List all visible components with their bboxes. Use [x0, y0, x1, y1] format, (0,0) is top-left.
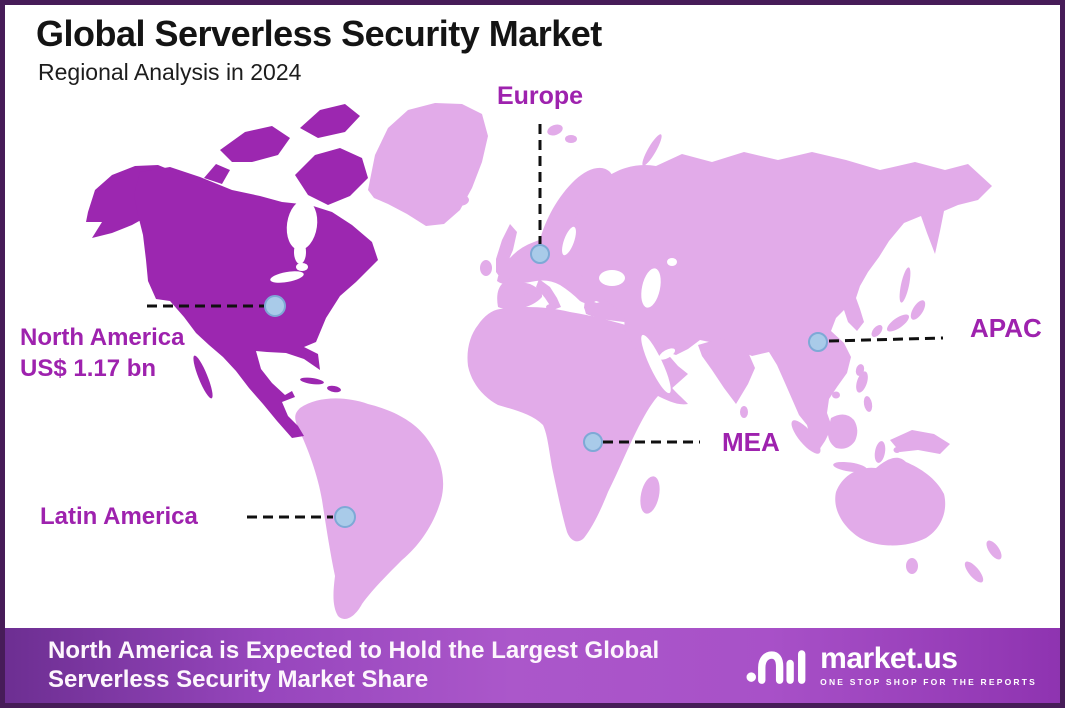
black-sea [599, 270, 625, 286]
landmass-italy [536, 279, 561, 310]
landmass-sakhalin [899, 267, 911, 303]
great-lakes [270, 271, 304, 283]
landmass-baffin [295, 148, 368, 205]
region-label-europe: Europe [496, 82, 584, 110]
page-subtitle: Regional Analysis in 2024 [38, 59, 302, 85]
landmass-new-zealand [986, 540, 1002, 560]
region-value-north-america: US$ 1.17 bn [20, 355, 157, 382]
brand-text: market.us ONE STOP SHOP FOR THE REPORTS [820, 641, 1037, 687]
landmass-australia [835, 457, 946, 546]
footer-headline: North America is Expected to Hold the La… [48, 636, 659, 694]
footer-headline-line2: Serverless Security Market Share [48, 666, 429, 693]
markers [264, 244, 828, 528]
landmass-sumatra [791, 420, 821, 454]
landmass-sulawesi [874, 441, 886, 463]
leader-lines [147, 124, 944, 519]
landmass-madagascar [640, 476, 660, 514]
north-america-marker [264, 295, 286, 317]
region-label-apac: APAC [970, 313, 1042, 343]
landmass-iberia [497, 281, 543, 310]
brand-name: market.us [820, 641, 958, 675]
brand-block: market.us ONE STOP SHOP FOR THE REPORTS [746, 641, 1037, 689]
landmass-africa [467, 307, 688, 542]
region-label-mea: MEA [722, 427, 780, 457]
region-label-north-america: North America US$ 1.17 bn [20, 322, 184, 384]
landmass-arctic-islands [220, 126, 290, 162]
footer-headline-line1: North America is Expected to Hold the La… [48, 637, 660, 664]
landmass-new-guinea [890, 430, 950, 454]
landmass-japan [910, 300, 926, 320]
landmass-cuba [300, 377, 324, 385]
landmass-borneo [827, 414, 858, 449]
caspian-sea [641, 268, 661, 308]
hudson-bay [286, 200, 318, 250]
persian-gulf [658, 348, 676, 360]
region-north-america [86, 104, 378, 438]
landmass-india [698, 338, 755, 404]
landmass-south-america [295, 398, 444, 619]
landmass-baja [193, 355, 213, 399]
latin-america-marker [334, 506, 356, 528]
mea-marker [583, 432, 603, 452]
landmass-ireland [480, 260, 492, 276]
landmass-asia [562, 152, 992, 453]
leader-line-apac [828, 336, 944, 343]
landmass-philippines [856, 371, 868, 393]
landmass-tasmania [906, 558, 918, 574]
landmass-java [833, 461, 867, 473]
page-title: Global Serverless Security Market [36, 13, 602, 54]
region-label-latin-america: Latin America [40, 503, 198, 530]
landmass-uk [496, 224, 517, 283]
landmass-greenland [368, 103, 488, 226]
region-label-north-america-name: North America [20, 324, 185, 351]
marketus-logo-icon [746, 650, 806, 684]
brand-tagline: ONE STOP SHOP FOR THE REPORTS [820, 676, 1037, 687]
footer-banner: North America is Expected to Hold the La… [0, 628, 1065, 705]
apac-marker [808, 332, 828, 352]
baltic-sea [562, 226, 576, 256]
europe-marker [530, 244, 550, 264]
landmass-north-america-mainland [134, 167, 378, 438]
water-bodies [270, 200, 677, 394]
red-sea [641, 334, 671, 394]
